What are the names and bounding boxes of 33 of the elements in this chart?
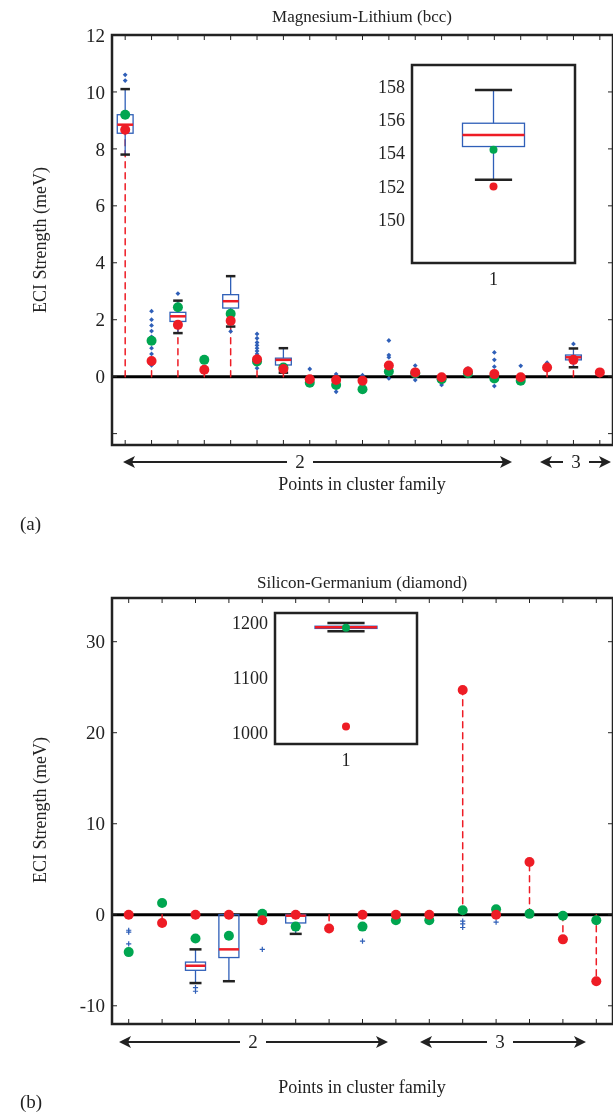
y-tick-label: 0 [95, 366, 105, 388]
y-tick-label: 30 [86, 631, 105, 653]
y-axis-title: ECI Strength (meV) [30, 737, 51, 883]
y-tick-label: 0 [95, 904, 105, 926]
y-tick-label: 158 [378, 76, 405, 97]
x-axis-title: Points in cluster family [278, 1077, 446, 1097]
text: 3 [571, 451, 581, 472]
x-tick-label: 1 [489, 269, 498, 289]
y-tick-label: 152 [378, 176, 405, 197]
y-tick-label: 1000 [232, 723, 268, 744]
y-tick-label: 154 [378, 143, 405, 164]
y-tick-label: 1100 [232, 668, 268, 689]
y-tick-label: -10 [79, 995, 105, 1017]
y-tick-label: 8 [95, 138, 105, 160]
y-tick-label: 156 [378, 110, 405, 131]
y-tick-label: 1200 [232, 613, 268, 634]
y-tick-label: 150 [378, 210, 405, 231]
y-tick-label: 12 [86, 24, 105, 46]
x-axis-title: Points in cluster family [278, 474, 446, 494]
y-tick-label: 10 [86, 81, 105, 103]
y-tick-label: 20 [86, 722, 105, 744]
y-tick-label: 2 [95, 309, 105, 331]
text: (b) [20, 1091, 43, 1113]
y-tick-label: 4 [95, 252, 106, 274]
chart-title: Silicon-Germanium (diamond) [256, 573, 468, 592]
x-tick-label: 1 [341, 750, 351, 770]
chart-title: Magnesium-Lithium (bcc) [272, 7, 452, 26]
y-tick-label: 6 [95, 195, 105, 217]
y-axis-title: ECI Strength (meV) [30, 167, 51, 313]
text: 2 [295, 451, 305, 472]
y-tick-label: 10 [86, 813, 105, 835]
text: 3 [495, 1031, 505, 1052]
text: (a) [20, 513, 42, 535]
